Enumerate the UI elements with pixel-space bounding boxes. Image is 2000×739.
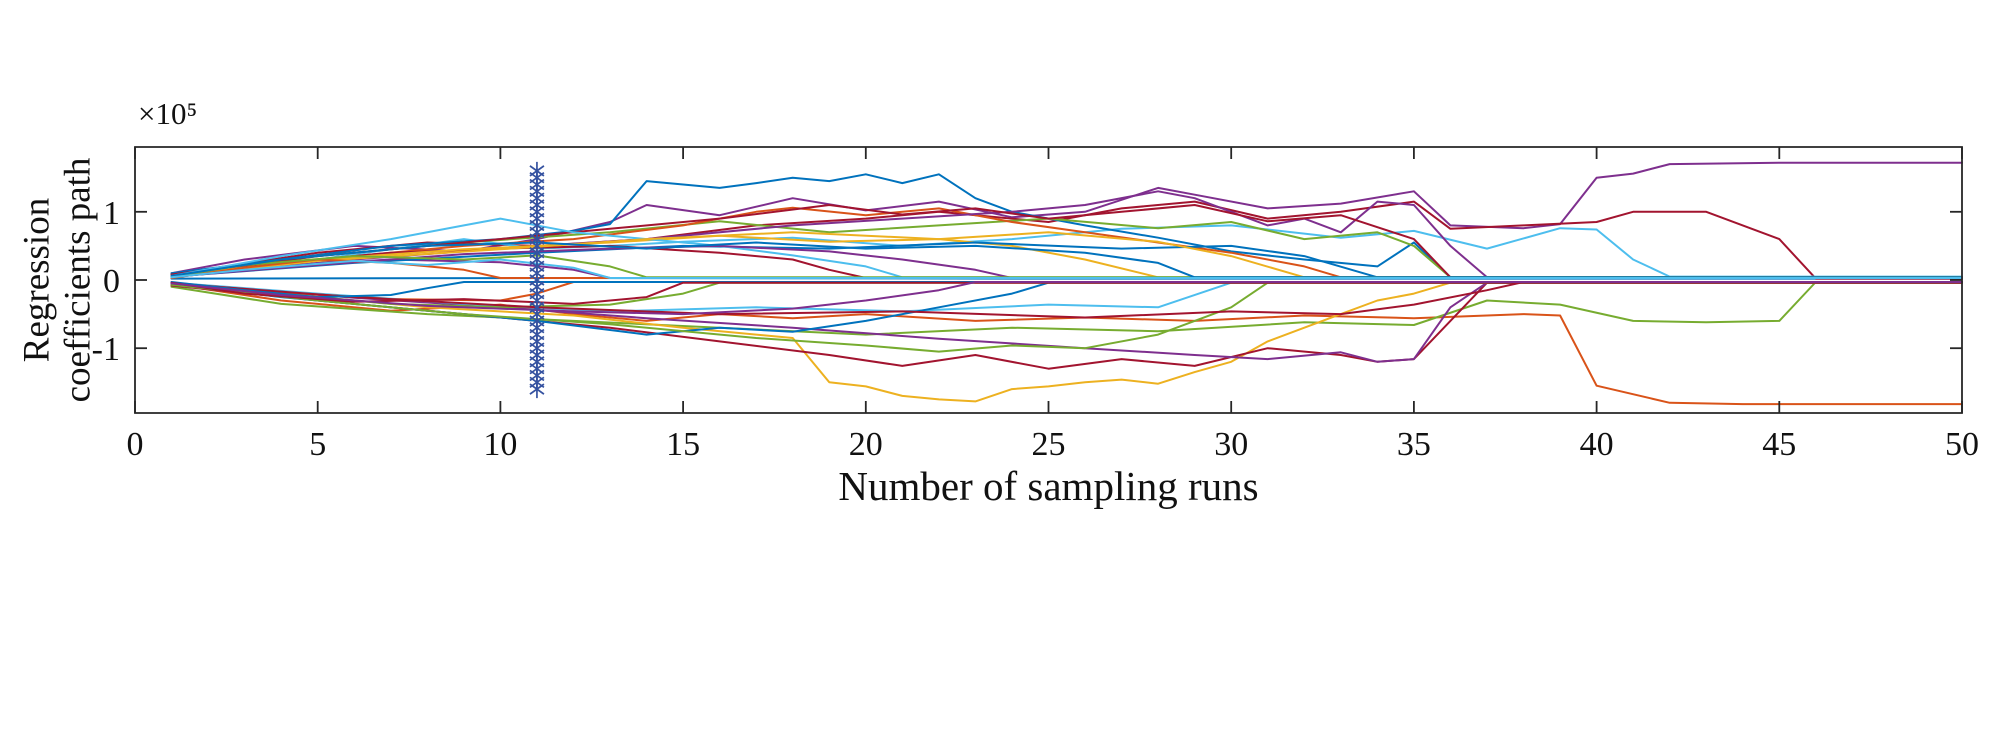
axis-ticks [134,147,1963,413]
x-tick-label: 10 [483,426,517,463]
series-line-coef-33 [170,281,1963,316]
series-line-coef-21 [170,241,1963,279]
series-line-coef-09 [170,281,1963,370]
x-tick-label: 0 [127,426,144,463]
series-line-coef-29 [170,258,1963,279]
series-line-coef-17 [170,234,1963,279]
series-line-coef-24 [170,281,1963,353]
series-line-coef-20 [170,281,1963,302]
selection-marker-column [529,161,545,399]
x-axis-label: Number of sampling runs [838,463,1259,509]
x-tick-label: 25 [1032,426,1066,463]
y-axis-label-line2: coefficients path [58,157,99,403]
series-line-coef-26 [170,231,1963,279]
x-tick-label: 35 [1397,426,1431,463]
series-lines [170,161,1963,406]
series-line-coef-30 [170,254,1963,279]
axis-box [134,146,1963,414]
y-tick-label: 1 [103,195,120,232]
y-axis-label: Regression coefficients path [17,158,100,403]
y-tick-label: -1 [92,331,120,368]
series-line-coef-31 [170,281,1963,305]
series-line-coef-25 [170,281,1963,319]
series-line-coef-22 [170,204,1963,279]
series-line-coef-32 [170,241,1963,279]
x-tick-label: 30 [1214,426,1248,463]
y-axis-label-line1: Regression [16,197,58,363]
series-line-coef-07 [170,173,1963,279]
x-tick-label: 15 [666,426,700,463]
series-line-coef-23 [170,217,1963,279]
series-line-coef-19 [170,258,1963,279]
x-tick-label: 50 [1945,426,1979,463]
x-tick-label: 40 [1580,426,1614,463]
x-tick-label: 45 [1762,426,1796,463]
asterisk-marker [529,165,545,177]
series-line-coef-28 [170,281,1963,299]
tick-labels: 0 5 10 15 20 25 30 35 40 45 50 -1 0 1 [92,195,1979,463]
x-tick-label: 5 [309,426,326,463]
series-line-coef-27 [170,244,1963,279]
series-line-coef-34 [170,258,1963,279]
x-tick-label: 20 [849,426,883,463]
y-axis-exponent-label: ×10⁵ [138,96,198,131]
y-tick-label: 0 [103,263,120,300]
